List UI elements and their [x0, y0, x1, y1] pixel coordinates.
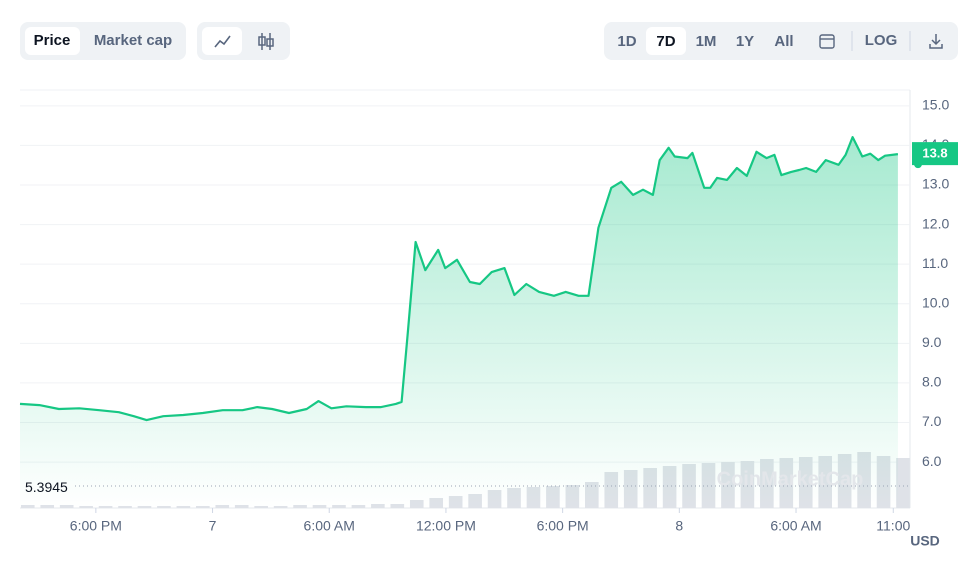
- selected-pill: [25, 27, 80, 55]
- candle-button[interactable]: [258, 33, 274, 50]
- log-button[interactable]: LOG: [865, 32, 898, 49]
- y-tick-label: 10.0: [922, 294, 949, 310]
- x-tick-label: 11:00: [876, 518, 910, 534]
- x-tick-label: 12:00 PM: [416, 518, 476, 534]
- y-tick-label: 7.0: [922, 413, 942, 429]
- market-cap-button[interactable]: Market cap: [94, 32, 172, 49]
- y-tick-label: 11.0: [922, 255, 948, 271]
- download-button[interactable]: [929, 34, 943, 49]
- x-tick-label: 6:00 AM: [304, 518, 355, 534]
- range-button[interactable]: 1Y: [736, 33, 754, 50]
- x-tick-label: 6:00 PM: [70, 518, 122, 534]
- unit-label: USD: [910, 533, 940, 549]
- range-switch: [604, 22, 958, 60]
- watermark: CoinMarketCap: [717, 468, 864, 490]
- y-tick-label: 13.0: [922, 176, 949, 192]
- x-tick-label: 8: [675, 518, 683, 534]
- y-tick-label: 9.0: [922, 334, 942, 350]
- x-tick-label: 7: [209, 518, 217, 534]
- price-button[interactable]: Price: [34, 32, 71, 49]
- y-tick-label: 12.0: [922, 215, 949, 231]
- last-price-tag: [912, 142, 958, 166]
- range-button[interactable]: All: [774, 33, 793, 50]
- price-area: [20, 137, 898, 508]
- volume-bar: [896, 458, 910, 508]
- low-label: 5.3945: [25, 479, 68, 495]
- line-icon: [214, 35, 231, 48]
- x-tick-label: 6:00 PM: [537, 518, 589, 534]
- price-line: [19, 136, 899, 422]
- y-tick-label: 15.0: [922, 97, 949, 113]
- y-tick-label: 8.0: [922, 374, 942, 390]
- selected-pill: [646, 27, 686, 55]
- y-tick-label: 6.0: [922, 453, 942, 469]
- line-button[interactable]: [202, 27, 242, 55]
- last-price-label: 13.8: [922, 146, 947, 161]
- x-tick-label: 6:00 AM: [770, 518, 821, 534]
- range-button[interactable]: 7D: [656, 33, 675, 50]
- range-button[interactable]: 1D: [617, 33, 636, 50]
- calendar-button[interactable]: [819, 34, 835, 49]
- range-button[interactable]: 1M: [696, 33, 717, 50]
